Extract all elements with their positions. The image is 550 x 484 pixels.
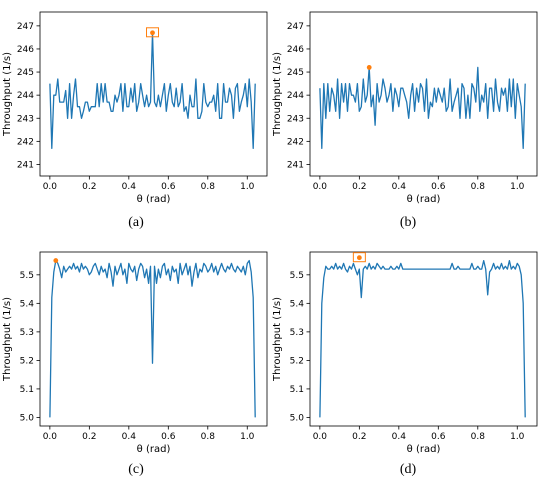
x-tick-label: 0.2	[82, 432, 96, 442]
x-tick-label: 0.6	[161, 432, 176, 442]
max-highlight-box	[352, 252, 366, 263]
x-tick-label: 0.2	[352, 182, 366, 192]
x-tick-label: 0.4	[122, 432, 137, 442]
x-tick-label: 0.8	[201, 432, 216, 442]
y-tick-label: 242	[17, 137, 34, 147]
y-tick-label: 5.1	[290, 385, 304, 395]
y-tick-label: 245	[17, 68, 34, 78]
x-tick-label: 0.0	[313, 432, 328, 442]
x-tick-label: 0.8	[471, 432, 486, 442]
x-axis-label: θ (rad)	[137, 444, 171, 455]
x-tick-label: 1.0	[510, 432, 525, 442]
x-tick-label: 0.6	[431, 182, 446, 192]
y-tick-label: 5.1	[20, 385, 34, 395]
y-tick-label: 244	[17, 91, 34, 101]
x-tick-label: 0.0	[43, 182, 58, 192]
axes-frame	[309, 11, 538, 177]
y-tick-label: 5.2	[20, 356, 34, 366]
y-tick-label: 242	[287, 137, 304, 147]
y-tick-label: 243	[287, 114, 304, 124]
y-tick-label: 5.5	[20, 271, 34, 281]
y-tick-label: 5.4	[20, 299, 35, 309]
axes-frame	[39, 251, 268, 427]
y-tick-label: 5.0	[20, 413, 35, 423]
y-tick-label: 247	[287, 22, 304, 32]
series-line	[49, 259, 256, 418]
x-tick-label: 0.8	[471, 182, 486, 192]
x-tick-label: 0.8	[201, 182, 216, 192]
x-axis-label: θ (rad)	[407, 444, 441, 455]
y-tick-label: 5.3	[20, 328, 34, 338]
x-tick-label: 1.0	[240, 182, 255, 192]
y-tick-label: 5.5	[290, 271, 304, 281]
y-tick-label: 246	[17, 45, 34, 55]
panel-a: 0.0 0.2 0.4 0.6 0.8 1.0 241 242 243 244 245 246 247 θ…	[2, 11, 268, 230]
x-tick-label: 0.4	[122, 182, 137, 192]
x-tick-label: 1.0	[510, 182, 525, 192]
y-tick-label: 5.2	[290, 356, 304, 366]
max-point-marker	[366, 65, 372, 70]
max-point-marker	[53, 258, 59, 263]
x-axis-label: θ (rad)	[137, 194, 171, 205]
y-axis-label: Throughput (1/s)	[2, 297, 13, 382]
panel-caption: (b)	[400, 215, 417, 230]
axes-frame	[39, 11, 268, 177]
panel-caption: (c)	[128, 462, 144, 477]
y-tick-label: 5.0	[290, 413, 305, 423]
x-tick-label: 1.0	[240, 432, 255, 442]
y-axis-label: Throughput (1/s)	[2, 52, 13, 137]
panel-c: 0.0 0.2 0.4 0.6 0.8 1.0 5.0 5.1 5.2 5.3 5.4 5.5 θ (r…	[2, 251, 268, 477]
x-tick-label: 0.6	[431, 432, 446, 442]
max-highlight-box	[146, 27, 160, 38]
y-axis-label: Throughput (1/s)	[272, 297, 283, 382]
y-tick-label: 243	[17, 114, 34, 124]
x-axis-label: θ (rad)	[407, 194, 441, 205]
series-line	[49, 32, 256, 149]
series-line	[319, 66, 526, 149]
x-tick-label: 0.4	[392, 432, 407, 442]
panel-d: 0.0 0.2 0.4 0.6 0.8 1.0 5.0 5.1 5.2 5.3 5.4 5.5 θ (r…	[272, 251, 538, 477]
panel-caption: (d)	[400, 462, 417, 477]
y-tick-label: 245	[287, 68, 304, 78]
y-tick-label: 241	[17, 160, 34, 170]
x-tick-label: 0.0	[313, 182, 328, 192]
max-point-marker	[356, 255, 362, 261]
x-tick-label: 0.6	[161, 182, 176, 192]
y-tick-label: 5.4	[290, 299, 305, 309]
axes-frame	[309, 251, 538, 427]
panel-b: 0.0 0.2 0.4 0.6 0.8 1.0 241 242 243 244 245 246 247 θ…	[272, 11, 538, 230]
y-tick-label: 244	[287, 91, 304, 101]
y-axis-label: Throughput (1/s)	[272, 52, 283, 137]
y-tick-label: 246	[287, 45, 304, 55]
x-tick-label: 0.0	[43, 432, 58, 442]
x-tick-label: 0.2	[82, 182, 96, 192]
y-tick-label: 241	[287, 160, 304, 170]
x-tick-label: 0.2	[352, 432, 366, 442]
panel-caption: (a)	[128, 215, 144, 230]
series-line	[319, 259, 526, 418]
x-tick-label: 0.4	[392, 182, 407, 192]
max-point-marker	[150, 30, 155, 36]
y-tick-label: 247	[17, 22, 34, 32]
y-tick-label: 5.3	[290, 328, 304, 338]
